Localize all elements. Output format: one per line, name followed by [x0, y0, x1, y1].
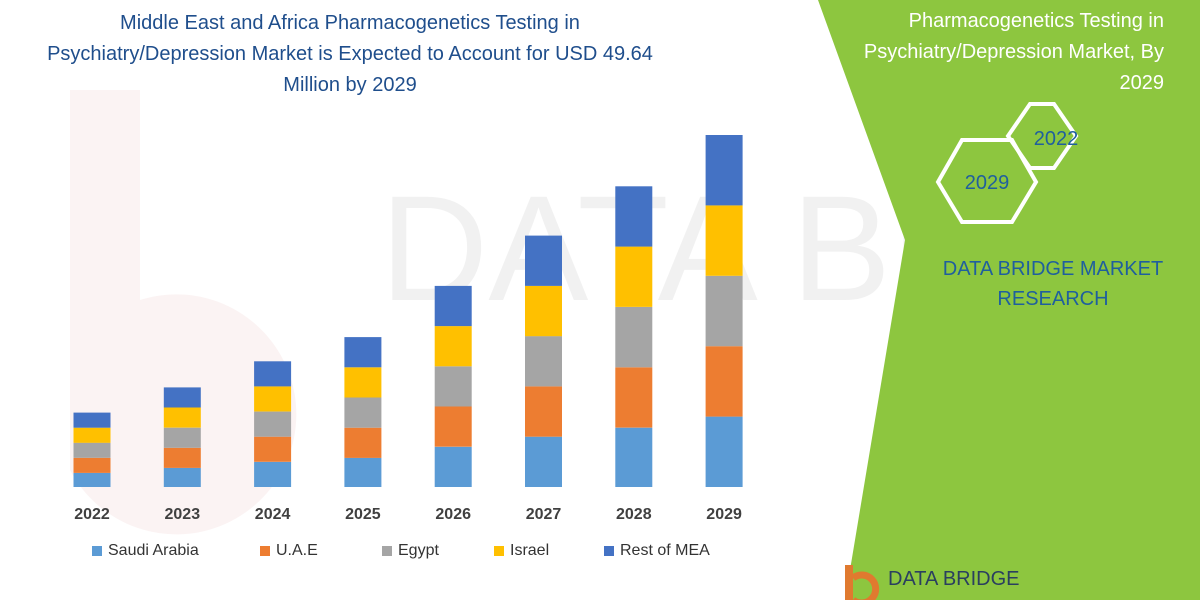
bar-segment-2023-rest-of-mea: [163, 387, 201, 408]
bar-segment-2029-egypt: [705, 275, 743, 347]
bar-segment-2027-egypt: [525, 336, 562, 387]
bar-segment-2025-u-a-e: [344, 427, 382, 458]
side-panel-title: Pharmacogenetics Testing in Psychiatry/D…: [863, 10, 1164, 94]
x-axis-ticks: 2022 2023 2024 2025 2026 2027 2028 2029: [74, 506, 742, 523]
bar-segment-2024-egypt: [254, 411, 292, 437]
legend-label: Egypt: [398, 542, 439, 559]
bar-segment-2029-u-a-e: [705, 346, 743, 417]
x-tick-label: 2025: [345, 506, 381, 523]
bar-segment-2022-u-a-e: [73, 457, 111, 473]
bar-segment-2027-israel: [525, 285, 562, 337]
bar-segment-2027-rest-of-mea: [525, 235, 562, 286]
bars-group: [73, 135, 743, 487]
chart-title: Middle East and Africa Pharmacogenetics …: [47, 12, 653, 96]
bar-segment-2025-rest-of-mea: [344, 337, 382, 368]
brand-name: DATA BRIDGE MARKET RESEARCH: [942, 258, 1164, 310]
bar-segment-2024-israel: [254, 386, 292, 412]
bar-segment-2024-saudi-arabia: [254, 461, 292, 487]
bar-segment-2028-u-a-e: [615, 367, 653, 428]
legend-swatch: [260, 546, 270, 556]
bar-segment-2026-israel: [434, 326, 472, 367]
bar-segment-2024-u-a-e: [254, 436, 292, 462]
bar-segment-2028-israel: [615, 246, 653, 307]
bar-segment-2024-rest-of-mea: [254, 361, 292, 387]
bar-segment-2029-saudi-arabia: [705, 416, 743, 487]
chart-legend: Saudi Arabia U.A.E Egypt Israel Rest of MEA: [92, 539, 792, 563]
legend-label: Israel: [510, 542, 550, 559]
bar-segment-2022-rest-of-mea: [73, 412, 111, 428]
bar-segment-2023-egypt: [163, 427, 201, 448]
x-tick-label: 2024: [255, 506, 291, 523]
bar-segment-2026-u-a-e: [434, 406, 472, 447]
data-bridge-logo-icon: [845, 565, 880, 600]
bar-segment-2026-saudi-arabia: [434, 446, 472, 487]
hex-label-2022: 2022: [1034, 128, 1079, 150]
legend-item: U.A.E: [260, 539, 318, 563]
bar-segment-2026-rest-of-mea: [434, 285, 472, 327]
x-tick-label: 2022: [74, 506, 110, 523]
legend-item: Rest of MEA: [604, 539, 710, 563]
legend-item: Israel: [494, 539, 549, 563]
bar-segment-2022-israel: [73, 427, 111, 443]
x-tick-label: 2027: [526, 506, 562, 523]
legend-item: Egypt: [382, 539, 439, 563]
hex-label-2029: 2029: [965, 172, 1010, 194]
legend-swatch: [604, 546, 614, 556]
bar-segment-2028-rest-of-mea: [615, 186, 653, 247]
bar-segment-2028-egypt: [615, 307, 653, 368]
x-tick-label: 2026: [435, 506, 471, 523]
bar-segment-2026-egypt: [434, 366, 472, 407]
bar-segment-2025-israel: [344, 367, 382, 398]
legend-swatch: [382, 546, 392, 556]
bar-segment-2025-egypt: [344, 397, 382, 428]
legend-item: Saudi Arabia: [92, 539, 199, 563]
bar-segment-2025-saudi-arabia: [344, 457, 382, 487]
bar-segment-2027-saudi-arabia: [525, 436, 562, 487]
x-tick-label: 2023: [165, 506, 201, 523]
watermark-logo: [70, 90, 297, 535]
bar-segment-2023-saudi-arabia: [163, 467, 201, 487]
legend-label: U.A.E: [276, 542, 318, 559]
bar-segment-2023-u-a-e: [163, 447, 201, 468]
bar-segment-2027-u-a-e: [525, 386, 562, 437]
logo-text: DATA BRIDGE: [888, 568, 1020, 590]
hexagon-2022: [1005, 102, 1079, 170]
legend-swatch: [494, 546, 504, 556]
legend-swatch: [92, 546, 102, 556]
side-panel-bg: [818, 0, 1200, 600]
legend-label: Rest of MEA: [620, 542, 710, 559]
bar-segment-2022-egypt: [73, 442, 111, 458]
bar-segment-2028-saudi-arabia: [615, 427, 653, 487]
x-tick-label: 2029: [706, 506, 742, 523]
legend-label: Saudi Arabia: [108, 542, 199, 559]
bar-segment-2029-rest-of-mea: [705, 135, 743, 206]
bar-segment-2023-israel: [163, 407, 201, 428]
hexagon-2029: [935, 138, 1039, 224]
bar-segment-2022-saudi-arabia: [73, 472, 111, 487]
x-tick-label: 2028: [616, 506, 652, 523]
bar-segment-2029-israel: [705, 205, 743, 276]
